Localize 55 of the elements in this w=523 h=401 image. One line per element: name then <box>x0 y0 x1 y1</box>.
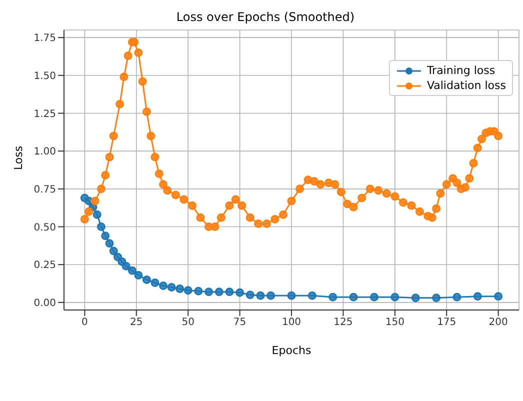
point <box>411 294 420 302</box>
x-tick-label: 125 <box>334 317 353 328</box>
x-tick-label: 100 <box>282 317 302 328</box>
point <box>194 286 203 296</box>
x-tick-label: 75 <box>233 317 246 328</box>
y-tick-label: 1.25 <box>34 108 56 120</box>
point <box>473 292 482 301</box>
point <box>167 283 176 292</box>
point <box>432 294 441 302</box>
point <box>494 292 503 301</box>
point <box>109 246 118 256</box>
legend-label: Validation loss <box>426 78 506 93</box>
point <box>150 278 160 288</box>
y-tick-label: 1.00 <box>34 146 56 158</box>
point <box>142 275 151 284</box>
y-tick-label: 0.00 <box>34 298 56 309</box>
point <box>122 262 130 270</box>
legend-label: Training loss <box>426 63 496 78</box>
point <box>159 282 168 290</box>
point <box>101 232 110 240</box>
point <box>256 291 265 300</box>
x-tick-label: 200 <box>488 317 508 328</box>
point <box>236 288 244 297</box>
point <box>266 291 276 300</box>
x-tick-label: 175 <box>437 317 456 328</box>
y-tick-label: 0.75 <box>34 184 56 196</box>
point <box>246 290 254 300</box>
point <box>214 288 224 296</box>
y-axis-title: Loss <box>12 146 25 170</box>
point <box>128 266 136 275</box>
point <box>370 292 378 302</box>
x-axis-title: Epochs <box>272 344 312 357</box>
point <box>105 239 114 248</box>
point <box>176 284 184 294</box>
y-tick-label: 1.75 <box>34 33 56 44</box>
x-tick-label: 0 <box>81 317 88 328</box>
x-tick-label: 50 <box>182 317 194 328</box>
point <box>96 222 106 232</box>
point <box>134 270 143 280</box>
chart-title: Loss over Epochs (Smoothed) <box>175 9 356 26</box>
point <box>287 291 296 300</box>
y-tick-label: 0.50 <box>34 222 56 234</box>
point <box>390 292 400 302</box>
point <box>225 288 234 296</box>
y-tick-label: 1.50 <box>34 70 56 82</box>
point <box>92 210 102 219</box>
y-tick-label: 0.25 <box>34 260 56 272</box>
point <box>452 292 462 302</box>
point <box>308 291 316 300</box>
x-tick-label: 25 <box>130 317 143 328</box>
point <box>204 288 214 296</box>
x-tick-label: 150 <box>385 317 404 328</box>
point <box>349 292 358 302</box>
point <box>328 292 338 302</box>
point <box>184 286 192 295</box>
